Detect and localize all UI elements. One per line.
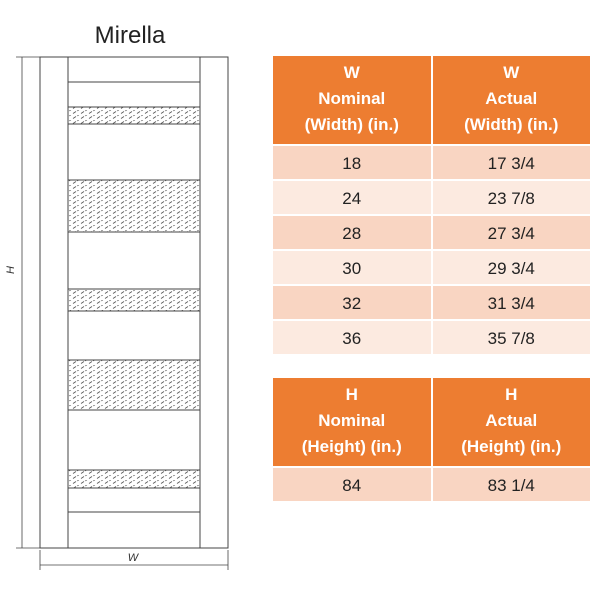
table-row: 84 83 1/4 — [273, 466, 590, 501]
height-table: H Nominal (Height) (in.) H Actual (Height) (i… — [273, 378, 590, 501]
width-table: W Nominal (Width) (in.) W Actual (Width) (in.… — [273, 56, 590, 354]
header-cell: W Nominal (Width) (in.) — [273, 56, 433, 144]
header-cell: W Actual (Width) (in.) — [432, 56, 590, 144]
header-row: W Nominal (Width) (in.) W Actual (Width) (in.… — [273, 56, 590, 144]
header-cell: H Actual (Height) (in.) — [432, 378, 590, 466]
table-cell: 32 — [273, 284, 433, 319]
table-row: 30 29 3/4 — [273, 249, 590, 284]
table-cell: 23 7/8 — [432, 179, 590, 214]
header-line: H — [505, 385, 518, 404]
table-cell: 27 3/4 — [432, 214, 590, 249]
header-line: Nominal — [318, 411, 386, 430]
table-cell: 83 1/4 — [432, 466, 590, 501]
header-line: Nominal — [318, 89, 386, 108]
header-cell: H Nominal (Height) (in.) — [273, 378, 433, 466]
table-cell: 31 3/4 — [432, 284, 590, 319]
height-label: H — [5, 266, 17, 274]
table-cell: 30 — [273, 249, 433, 284]
header-line: (Height) (in.) — [461, 437, 562, 456]
header-line: H — [345, 385, 358, 404]
table-row: 18 17 3/4 — [273, 144, 590, 179]
header-line: (Width) (in.) — [464, 115, 559, 134]
table-row: 28 27 3/4 — [273, 214, 590, 249]
header-row: H Nominal (Height) (in.) H Actual (Height) (i… — [273, 378, 590, 466]
header-line: W — [343, 63, 360, 82]
door-drawing: H W — [5, 56, 229, 570]
table-cell: 36 — [273, 319, 433, 354]
width-label: W — [128, 552, 140, 564]
header-line: Actual — [485, 89, 538, 108]
table-cell: 84 — [273, 466, 433, 501]
table-cell: 35 7/8 — [432, 319, 590, 354]
header-line: (Height) (in.) — [301, 437, 402, 456]
table-cell: 28 — [273, 214, 433, 249]
header-line: (Width) (in.) — [304, 115, 399, 134]
header-line: W — [503, 63, 520, 82]
table-cell: 18 — [273, 144, 433, 179]
title: Mirella — [94, 22, 166, 49]
table-row: 24 23 7/8 — [273, 179, 590, 214]
table-cell: 24 — [273, 179, 433, 214]
table-cell: 29 3/4 — [432, 249, 590, 284]
table-row: 32 31 3/4 — [273, 284, 590, 319]
header-line: Actual — [485, 411, 538, 430]
table-cell: 17 3/4 — [432, 144, 590, 179]
table-row: 36 35 7/8 — [273, 319, 590, 354]
